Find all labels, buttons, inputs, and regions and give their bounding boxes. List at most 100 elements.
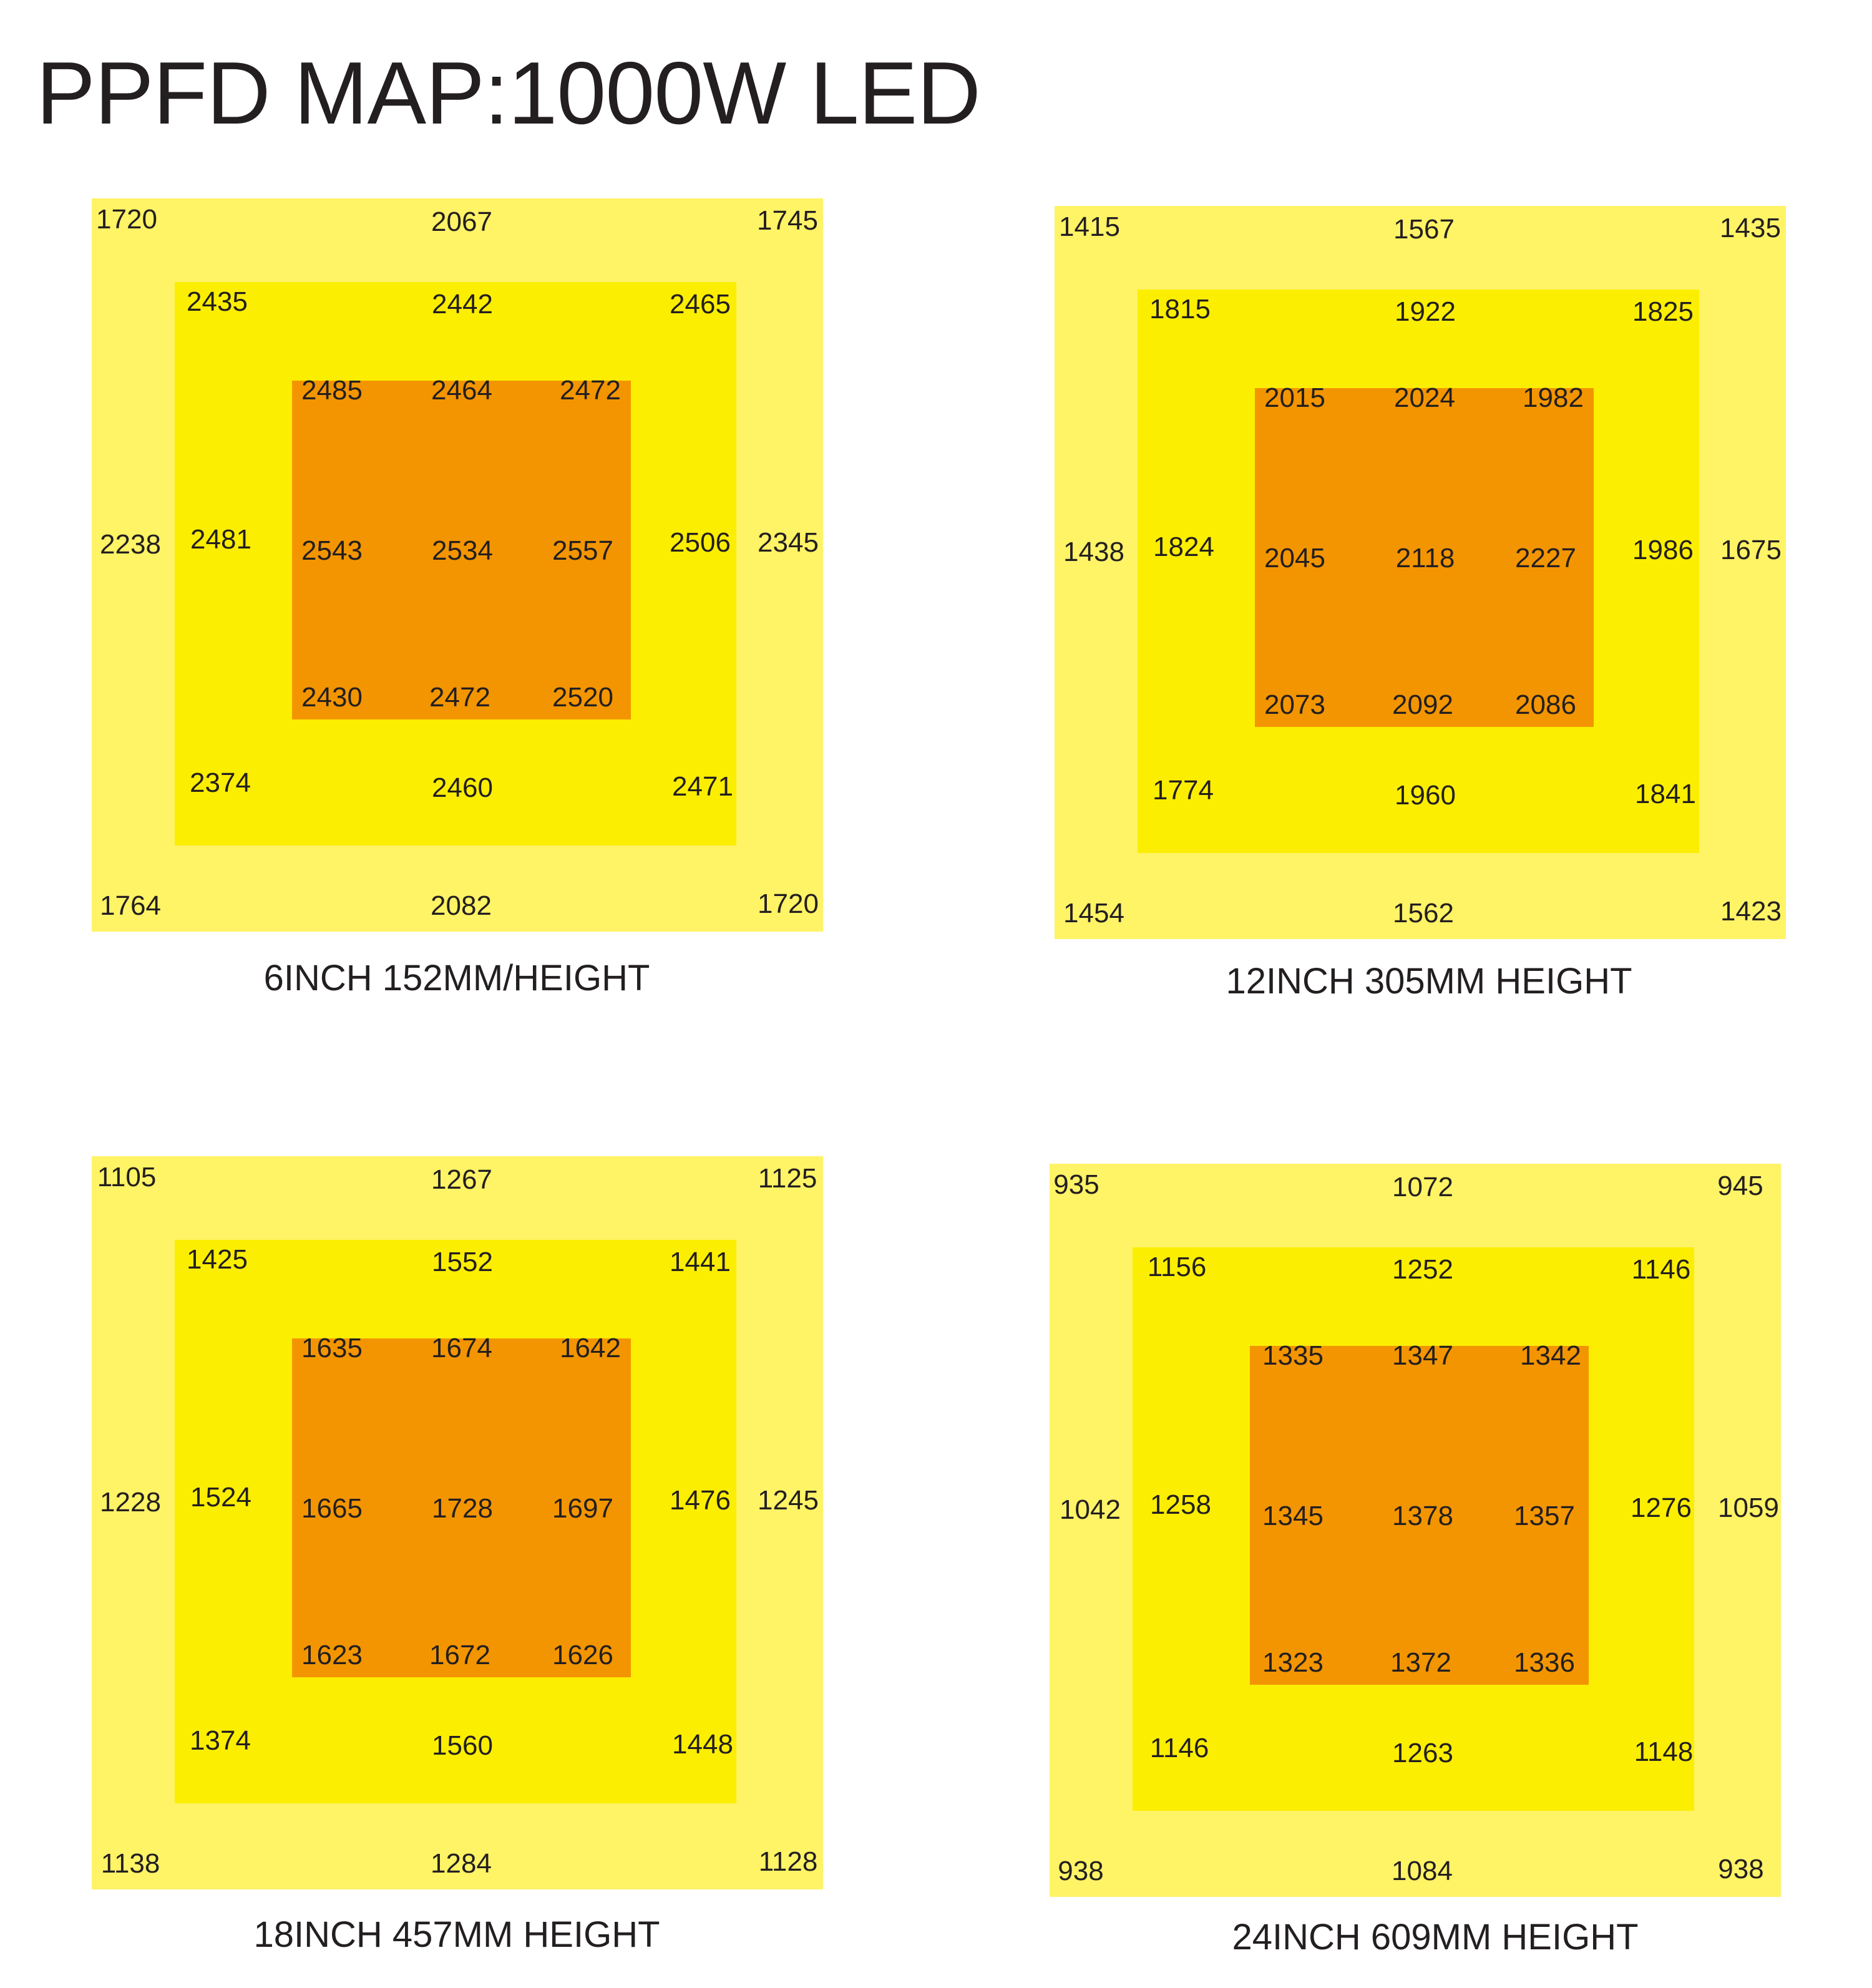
- outer-value: 1125: [758, 1163, 817, 1194]
- inner-core: [292, 381, 631, 719]
- outer-value: 1454: [1063, 898, 1124, 928]
- inner-value: 2543: [301, 535, 363, 566]
- outer-value: 1675: [1720, 535, 1782, 565]
- middle-value: 1448: [672, 1729, 733, 1760]
- outer-value: 1720: [96, 204, 157, 235]
- map-caption: 24INCH 609MM HEIGHT: [1232, 1917, 1639, 1957]
- inner-core: [1255, 388, 1594, 727]
- middle-value: 2471: [672, 771, 733, 802]
- inner-value: 1642: [560, 1333, 621, 1363]
- ppfd-map-12inch: 1415 1567 1435 1438 1675 1454 1562 1423 …: [1055, 206, 1786, 939]
- outer-value: 2067: [431, 207, 492, 237]
- middle-value: 1441: [670, 1247, 731, 1277]
- middle-value: 1552: [432, 1247, 493, 1277]
- inner-value: 1674: [431, 1333, 492, 1363]
- inner-value: 1626: [552, 1640, 613, 1670]
- inner-value: 1357: [1514, 1501, 1575, 1531]
- inner-value: 2086: [1515, 689, 1576, 720]
- outer-value: 1562: [1393, 898, 1454, 928]
- outer-value: 1764: [100, 890, 161, 921]
- middle-value: 1374: [190, 1725, 251, 1756]
- outer-value: 1228: [100, 1487, 161, 1518]
- inner-value: 2472: [560, 375, 621, 406]
- inner-value: 1347: [1392, 1340, 1453, 1371]
- inner-value: 1378: [1392, 1501, 1453, 1531]
- outer-value: 1423: [1720, 896, 1782, 927]
- middle-value: 1960: [1395, 780, 1456, 811]
- map-caption: 12INCH 305MM HEIGHT: [1226, 961, 1632, 1001]
- inner-value: 1665: [301, 1493, 363, 1524]
- inner-value: 1345: [1262, 1501, 1324, 1531]
- middle-value: 2506: [670, 527, 731, 558]
- outer-value: 1284: [431, 1848, 492, 1879]
- middle-value: 1774: [1153, 775, 1214, 806]
- inner-value: 1982: [1523, 382, 1584, 413]
- middle-value: 2460: [432, 772, 493, 803]
- inner-value: 1336: [1514, 1647, 1575, 1678]
- middle-value: 1476: [670, 1485, 731, 1516]
- inner-value: 2118: [1395, 543, 1455, 573]
- outer-value: 1745: [757, 205, 818, 236]
- outer-value: 1084: [1392, 1856, 1453, 1886]
- inner-value: 2015: [1264, 382, 1325, 413]
- inner-value: 1623: [301, 1640, 363, 1670]
- outer-value: 2238: [100, 529, 161, 560]
- inner-value: 1672: [429, 1640, 490, 1670]
- outer-value: 938: [1718, 1854, 1764, 1884]
- middle-value: 2374: [190, 767, 251, 798]
- outer-value: 1072: [1392, 1172, 1453, 1202]
- middle-value: 1425: [187, 1244, 248, 1275]
- outer-value: 935: [1053, 1169, 1099, 1200]
- inner-value: 2464: [431, 375, 492, 406]
- middle-value: 1263: [1392, 1738, 1453, 1768]
- middle-value: 1156: [1147, 1252, 1207, 1282]
- outer-value: 1105: [97, 1162, 157, 1192]
- middle-value: 1148: [1634, 1737, 1694, 1767]
- inner-value: 1323: [1262, 1647, 1324, 1678]
- ppfd-map-24inch: 935 1072 945 1042 1059 938 1084 938 1156…: [1050, 1164, 1781, 1897]
- middle-value: 1258: [1150, 1489, 1211, 1520]
- inner-value: 2045: [1264, 543, 1325, 573]
- outer-value: 1267: [431, 1164, 492, 1195]
- middle-value: 1922: [1395, 296, 1456, 327]
- middle-value: 1841: [1635, 779, 1696, 809]
- ppfd-map-6inch: 1720 2067 1745 2238 2345 1764 2082 1720 …: [92, 198, 823, 932]
- outer-value: 2345: [758, 527, 819, 558]
- middle-value: 1146: [1631, 1254, 1691, 1285]
- middle-value: 2481: [190, 524, 251, 555]
- inner-value: 1728: [432, 1493, 493, 1524]
- outer-value: 1128: [758, 1846, 818, 1877]
- middle-value: 1524: [190, 1482, 251, 1513]
- inner-value: 1635: [301, 1333, 363, 1363]
- middle-value: 1560: [432, 1730, 493, 1761]
- page-title: PPFD MAP:1000W LED: [36, 44, 981, 143]
- outer-value: 1567: [1393, 214, 1455, 245]
- inner-value: 2520: [552, 682, 613, 713]
- inner-value: 2073: [1264, 689, 1325, 720]
- middle-value: 2435: [187, 286, 248, 317]
- outer-value: 1059: [1718, 1493, 1779, 1523]
- outer-value: 1435: [1720, 213, 1781, 243]
- inner-core: [1250, 1346, 1589, 1685]
- inner-value: 2472: [429, 682, 490, 713]
- inner-value: 2430: [301, 682, 363, 713]
- inner-value: 1342: [1520, 1340, 1581, 1371]
- outer-value: 2082: [431, 890, 492, 921]
- middle-value: 2465: [670, 289, 731, 319]
- inner-value: 2092: [1392, 689, 1453, 720]
- outer-value: 1042: [1060, 1494, 1121, 1525]
- outer-value: 1138: [100, 1848, 160, 1879]
- middle-value: 1986: [1632, 535, 1694, 565]
- inner-value: 2024: [1394, 382, 1455, 413]
- inner-value: 2485: [301, 375, 363, 406]
- inner-value: 1335: [1262, 1340, 1324, 1371]
- ppfd-map-18inch: 1105 1267 1125 1228 1245 1138 1284 1128 …: [92, 1156, 823, 1889]
- middle-value: 1252: [1392, 1254, 1453, 1285]
- inner-core: [292, 1338, 631, 1677]
- outer-value: 938: [1058, 1856, 1104, 1886]
- middle-value: 1825: [1632, 296, 1694, 327]
- map-caption: 6INCH 152MM/HEIGHT: [263, 958, 650, 998]
- outer-value: 945: [1717, 1171, 1763, 1201]
- outer-value: 1720: [758, 889, 819, 919]
- middle-value: 1815: [1149, 294, 1211, 324]
